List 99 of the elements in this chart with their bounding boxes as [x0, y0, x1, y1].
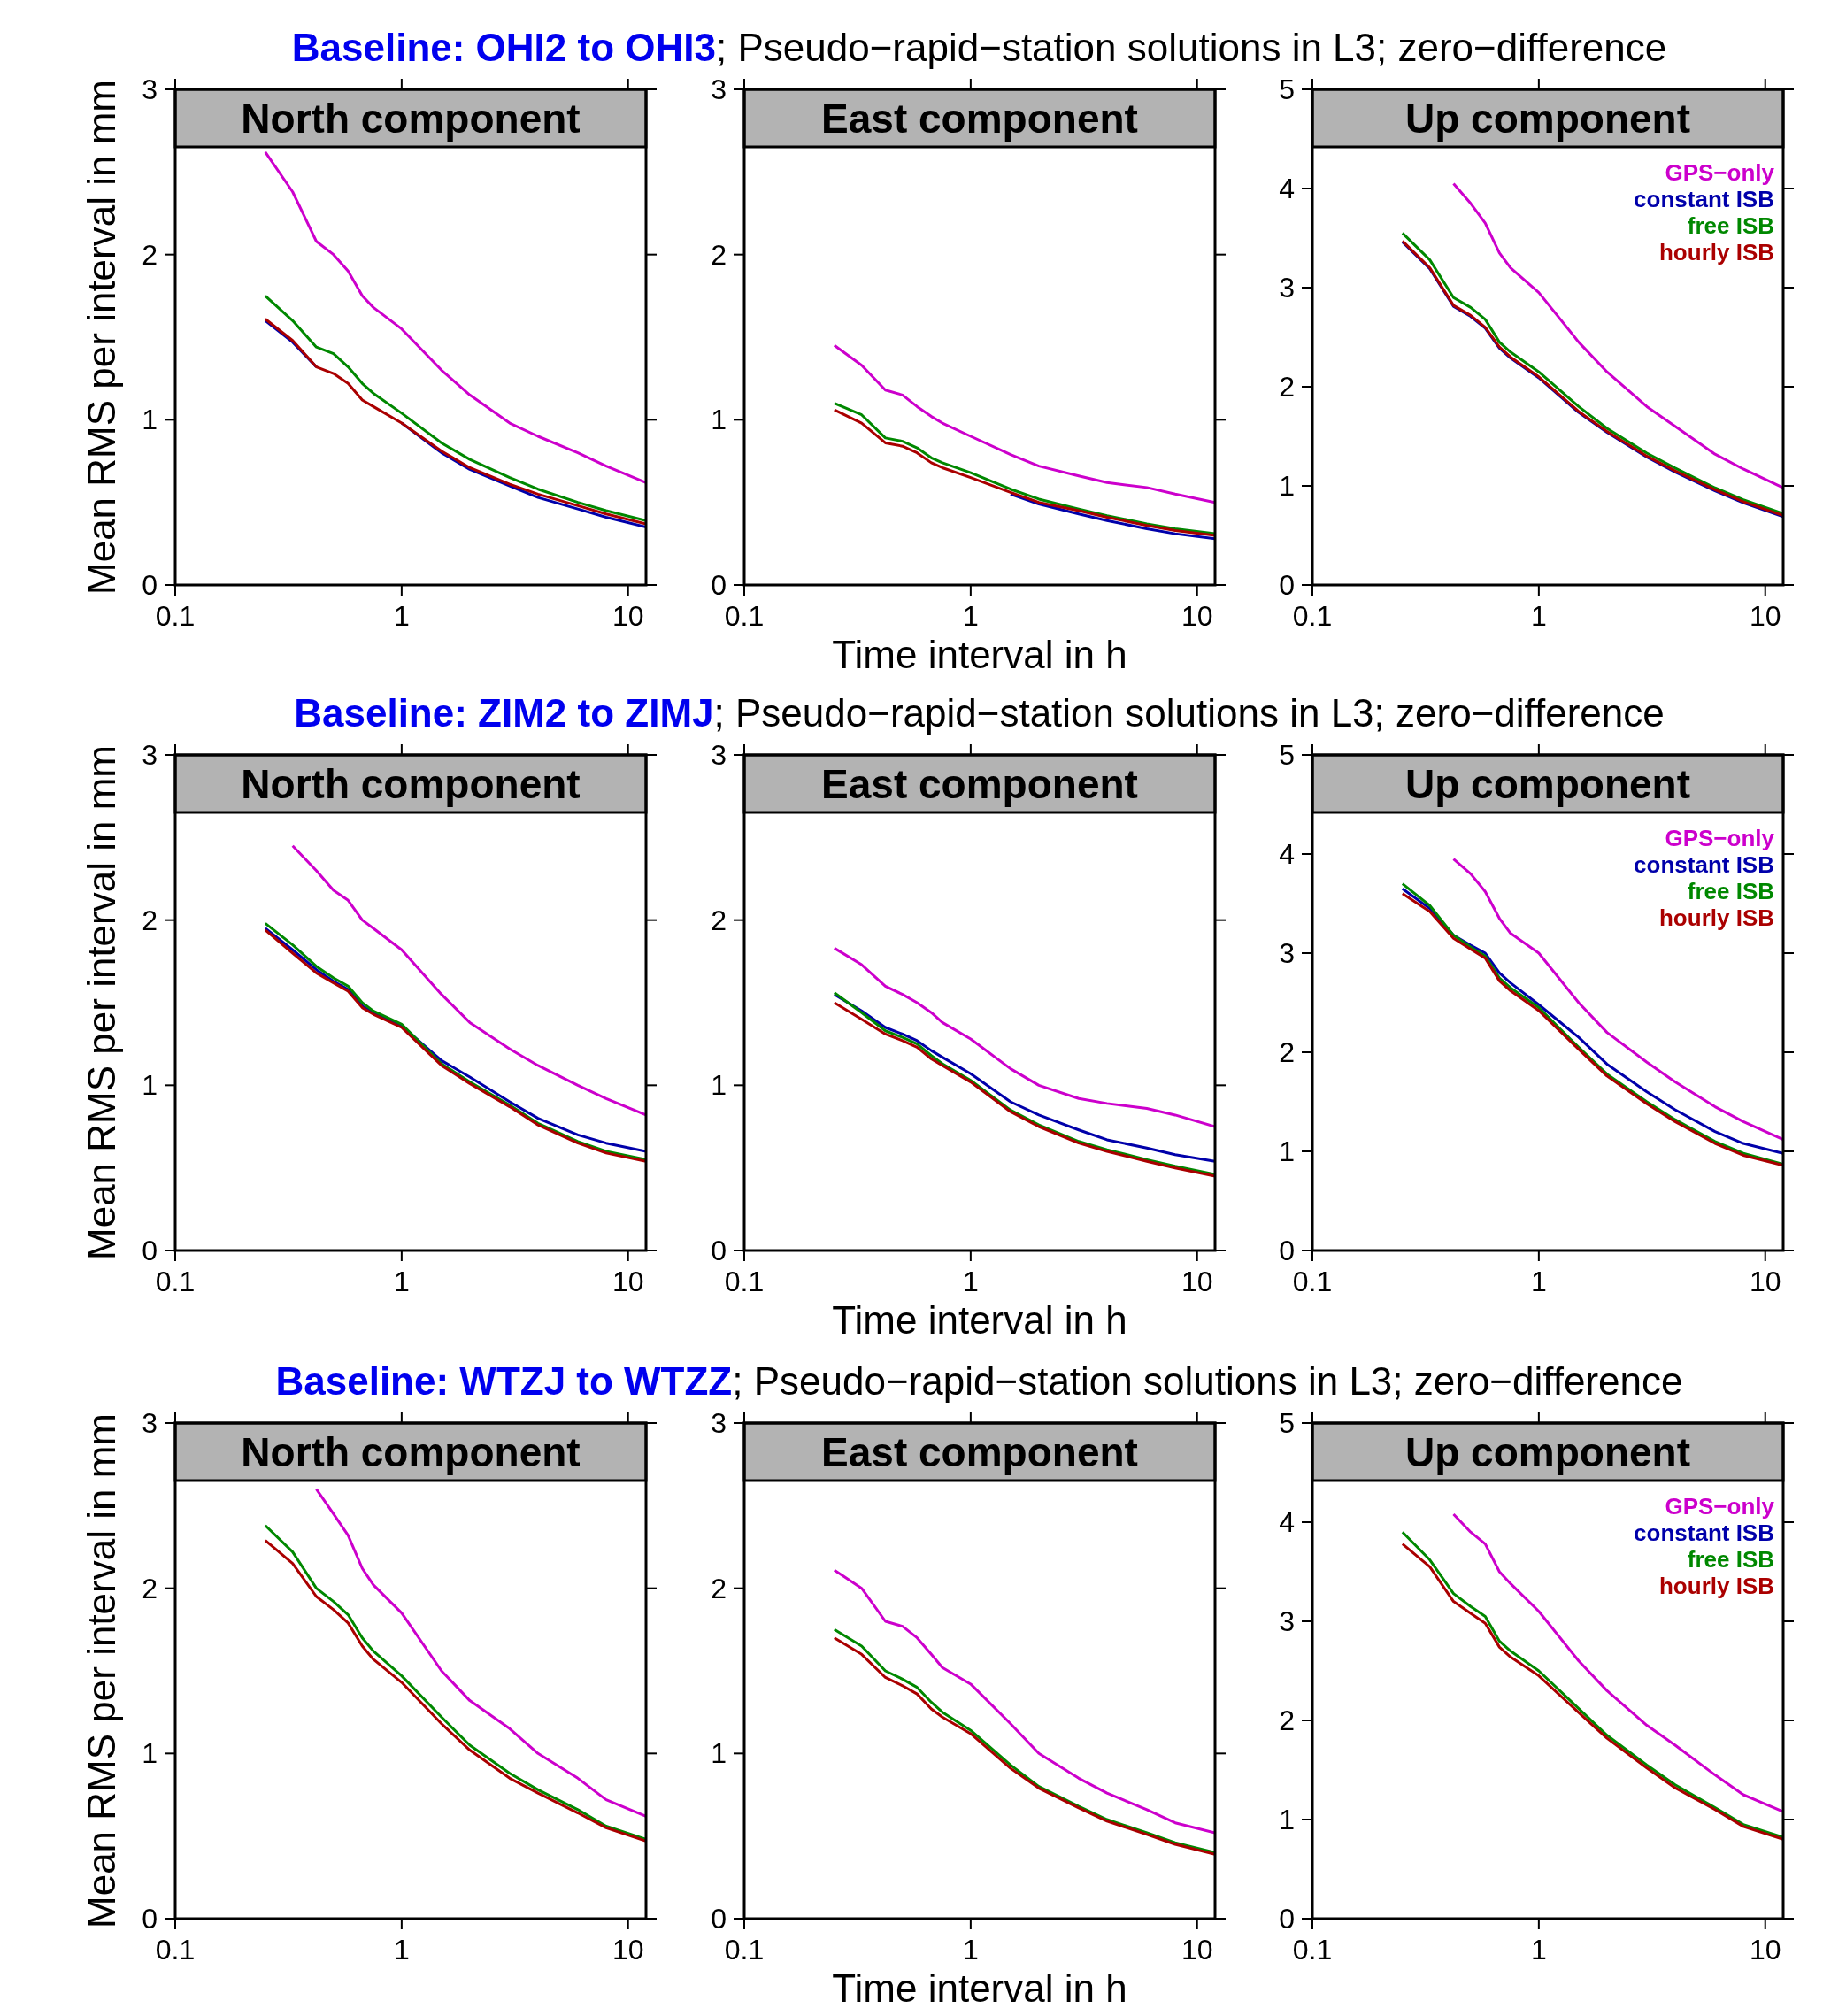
x-axis-title: Time interval in h: [832, 1966, 1127, 2010]
text: Baseline: OHI2 to OHI3; Pseudo−rapid−station solutions in L3; zero−difference: [291, 26, 1667, 69]
y-tick-label: 3: [142, 1407, 158, 1439]
x-tick-label: 10: [612, 600, 644, 632]
y-tick-label: 4: [1279, 1506, 1295, 1538]
x-tick-label: 1: [1530, 600, 1547, 632]
chart-title: North component: [241, 760, 581, 807]
x-tick-label: 10: [1749, 1934, 1781, 1966]
y-tick-label: 1: [1279, 1804, 1295, 1835]
text: Baseline: ZIM2 to ZIMJ; Pseudo−rapid−station solutions in L3; zero−difference: [294, 691, 1665, 735]
x-tick-label: 0.1: [1292, 1934, 1333, 1966]
x-tick-label: 1: [962, 600, 979, 632]
x-tick-label: 1: [962, 1934, 979, 1966]
y-tick-label: 3: [1279, 1605, 1295, 1637]
x-tick-label: 10: [1749, 600, 1781, 632]
y-tick-label: 1: [142, 404, 158, 436]
text: hourly ISB: [1658, 904, 1774, 931]
x-tick-label: 10: [612, 1934, 644, 1966]
x-tick-label: 0.1: [155, 600, 196, 632]
y-tick-label: 5: [1279, 1407, 1295, 1439]
chart-title: Up component: [1405, 1428, 1690, 1475]
y-tick-label: 5: [1279, 739, 1295, 771]
x-tick-label: 0.1: [1292, 1266, 1333, 1297]
y-tick-label: 2: [1279, 1036, 1295, 1068]
text: free ISB: [1687, 1546, 1774, 1573]
y-tick-label: 1: [1279, 1135, 1295, 1167]
x-tick-label: 10: [1181, 1934, 1213, 1966]
y-tick-label: 0: [1279, 1235, 1295, 1266]
y-tick-label: 0: [142, 1235, 158, 1266]
x-axis-title: Time interval in h: [832, 1298, 1127, 1342]
y-tick-label: 0: [1279, 569, 1295, 601]
x-tick-label: 10: [612, 1266, 644, 1297]
text: free ISB: [1687, 212, 1774, 239]
chart-title: East component: [821, 95, 1138, 142]
x-tick-label: 0.1: [155, 1934, 196, 1966]
x-tick-label: 10: [1181, 1266, 1213, 1297]
y-tick-label: 0: [1279, 1903, 1295, 1935]
x-tick-label: 0.1: [724, 600, 765, 632]
y-tick-label: 2: [711, 1572, 727, 1604]
y-tick-label: 2: [1279, 1704, 1295, 1736]
y-tick-label: 3: [142, 73, 158, 105]
y-tick-label: 3: [711, 1407, 727, 1439]
y-tick-label: 4: [1279, 173, 1295, 204]
y-axis-title: Mean RMS per interval in mm: [80, 745, 123, 1260]
chart-title: North component: [241, 95, 581, 142]
y-tick-label: 2: [1279, 371, 1295, 403]
y-tick-label: 3: [711, 73, 727, 105]
y-tick-label: 5: [1279, 73, 1295, 105]
x-tick-label: 1: [393, 1934, 410, 1966]
y-tick-label: 1: [711, 1737, 727, 1770]
text: constant ISB: [1634, 851, 1774, 878]
text: constant ISB: [1634, 186, 1774, 212]
x-tick-label: 0.1: [724, 1934, 765, 1966]
y-tick-label: 1: [711, 404, 727, 436]
y-tick-label: 3: [711, 739, 727, 771]
y-tick-label: 2: [142, 238, 158, 271]
text: Baseline: WTZJ to WTZZ; Pseudo−rapid−station solutions in L3; zero−difference: [275, 1359, 1683, 1403]
legend-label: constant ISB: [1634, 1520, 1774, 1546]
chart-title: Up component: [1405, 760, 1690, 807]
x-tick-label: 0.1: [155, 1266, 196, 1297]
y-tick-label: 3: [1279, 272, 1295, 304]
y-tick-label: 0: [711, 569, 727, 601]
text: GPS−only: [1665, 159, 1775, 186]
x-tick-label: 1: [1530, 1934, 1547, 1966]
y-tick-label: 1: [142, 1737, 158, 1770]
y-tick-label: 0: [142, 569, 158, 601]
y-tick-label: 1: [142, 1069, 158, 1102]
y-tick-label: 2: [142, 904, 158, 936]
text: hourly ISB: [1658, 1573, 1774, 1599]
x-tick-label: 1: [393, 1266, 410, 1297]
chart-title: East component: [821, 1428, 1138, 1475]
chart-title: Up component: [1405, 95, 1690, 142]
chart-title: North component: [241, 1428, 581, 1475]
y-tick-label: 2: [711, 238, 727, 271]
y-tick-label: 3: [1279, 937, 1295, 969]
x-tick-label: 1: [1530, 1266, 1547, 1297]
x-tick-label: 10: [1749, 1266, 1781, 1297]
y-tick-label: 4: [1279, 838, 1295, 870]
text: GPS−only: [1665, 1493, 1775, 1520]
y-axis-title: Mean RMS per interval in mm: [80, 1413, 123, 1928]
x-axis-title: Time interval in h: [832, 633, 1127, 676]
y-axis-title: Mean RMS per interval in mm: [80, 80, 123, 595]
y-tick-label: 2: [142, 1572, 158, 1604]
text: hourly ISB: [1658, 239, 1774, 265]
y-tick-label: 0: [142, 1903, 158, 1935]
x-tick-label: 0.1: [724, 1266, 765, 1297]
chart-title: East component: [821, 760, 1138, 807]
y-tick-label: 1: [711, 1069, 727, 1102]
x-tick-label: 10: [1181, 600, 1213, 632]
x-tick-label: 1: [962, 1266, 979, 1297]
text: free ISB: [1687, 878, 1774, 904]
y-tick-label: 1: [1279, 470, 1295, 502]
y-tick-label: 0: [711, 1235, 727, 1266]
text: GPS−only: [1665, 825, 1775, 851]
x-tick-label: 1: [393, 600, 410, 632]
x-tick-label: 0.1: [1292, 600, 1333, 632]
y-tick-label: 2: [711, 904, 727, 936]
y-tick-label: 0: [711, 1903, 727, 1935]
y-tick-label: 3: [142, 739, 158, 771]
